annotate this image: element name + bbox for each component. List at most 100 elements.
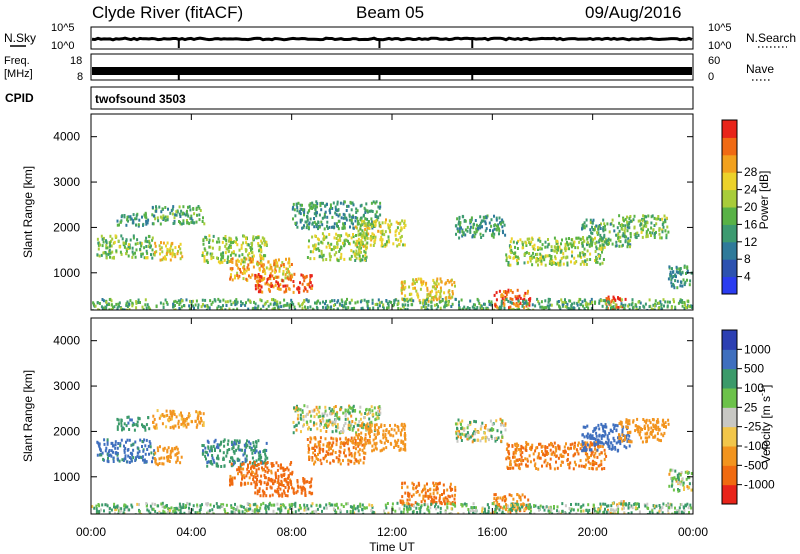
echo-cell <box>432 298 435 302</box>
echo-cell <box>424 487 427 491</box>
echo-cell <box>128 428 131 431</box>
echo-cell <box>169 418 172 422</box>
echo-cell <box>222 298 225 302</box>
echo-cell <box>643 214 646 218</box>
echo-cell <box>336 423 339 427</box>
echo-cell <box>647 228 650 232</box>
echo-cell <box>366 427 369 431</box>
echo-cell <box>375 435 377 439</box>
echo-cell <box>211 454 214 457</box>
echo-cell <box>344 414 347 418</box>
echo-cell <box>123 308 126 310</box>
echo-cell <box>241 302 244 305</box>
echo-cell <box>311 456 314 459</box>
echo-cell <box>490 218 493 222</box>
echo-cell <box>309 257 312 261</box>
echo-cell <box>616 449 619 453</box>
echo-cell <box>100 305 103 309</box>
echo-cell <box>512 466 515 470</box>
echo-cell <box>265 494 268 498</box>
echo-cell <box>619 235 622 239</box>
echo-cell <box>637 233 640 237</box>
echo-cell <box>379 449 382 453</box>
echo-cell <box>406 485 409 489</box>
echo-cell <box>540 300 543 304</box>
echo-cell <box>431 285 434 289</box>
echo-cell <box>550 441 552 445</box>
echo-cell <box>505 497 508 501</box>
echo-cell <box>615 441 618 445</box>
echo-cell <box>317 227 319 231</box>
echo-cell <box>383 424 386 427</box>
echo-cell <box>204 235 207 239</box>
echo-cell <box>521 304 524 308</box>
echo-cell <box>500 430 503 434</box>
echo-cell <box>411 282 414 286</box>
echo-cell <box>516 463 518 467</box>
echo-cell <box>433 484 435 488</box>
echo-cell <box>494 493 497 497</box>
echo-cell <box>589 235 592 239</box>
echo-cell <box>509 240 512 244</box>
echo-cell <box>626 245 629 249</box>
echo-cell <box>491 437 493 440</box>
echo-cell <box>269 277 272 281</box>
echo-cell <box>418 483 421 487</box>
echo-cell <box>551 259 554 263</box>
echo-cell <box>173 216 176 220</box>
echo-cell <box>401 486 403 490</box>
echo-cell <box>161 258 164 262</box>
echo-cell <box>121 308 124 310</box>
echo-cell <box>333 299 336 303</box>
echo-cell <box>111 256 114 260</box>
echo-cell <box>429 290 432 294</box>
echo-cell <box>212 458 215 462</box>
echo-cell <box>597 225 600 229</box>
echo-cell <box>454 485 457 489</box>
echo-cell <box>365 255 368 259</box>
echo-cell <box>240 304 243 307</box>
echo-cell <box>310 477 313 481</box>
echo-cell <box>503 304 506 308</box>
echo-cell <box>617 306 620 309</box>
echo-cell <box>374 214 377 218</box>
echo-cell <box>278 287 281 291</box>
echo-cell <box>350 218 353 222</box>
echo-cell <box>480 424 483 428</box>
echo-cell <box>252 235 255 239</box>
echo-cell <box>408 492 411 496</box>
echo-cell <box>563 451 566 455</box>
echo-cell <box>222 254 225 258</box>
echo-cell <box>117 442 120 445</box>
echo-cell <box>292 302 295 306</box>
echo-cell <box>672 284 675 288</box>
echo-cell <box>145 236 148 240</box>
echo-cell <box>250 257 253 261</box>
echo-cell <box>368 431 371 435</box>
echo-cell <box>313 436 316 440</box>
echo-cell <box>135 300 138 304</box>
echo-cell <box>140 252 143 256</box>
echo-cell <box>562 255 565 259</box>
echo-cell <box>388 240 391 244</box>
echo-cell <box>167 446 170 450</box>
echo-cell <box>432 498 435 502</box>
echo-cell <box>292 205 295 209</box>
echo-cell <box>205 259 208 263</box>
echo-cell <box>130 418 133 422</box>
echo-cell <box>481 421 484 425</box>
echo-cell <box>386 306 388 310</box>
echo-cell <box>406 307 409 310</box>
echo-cell <box>192 221 195 225</box>
echo-cell <box>298 210 301 214</box>
echo-cell <box>97 241 100 245</box>
echo-cell <box>123 457 126 461</box>
echo-cell <box>139 247 142 251</box>
echo-cell <box>277 485 280 489</box>
echo-cell <box>256 478 258 481</box>
echo-cell <box>335 443 338 447</box>
echo-cell <box>232 250 235 254</box>
echo-cell <box>599 233 602 237</box>
echo-cell <box>475 227 478 231</box>
echo-cell <box>316 427 319 431</box>
